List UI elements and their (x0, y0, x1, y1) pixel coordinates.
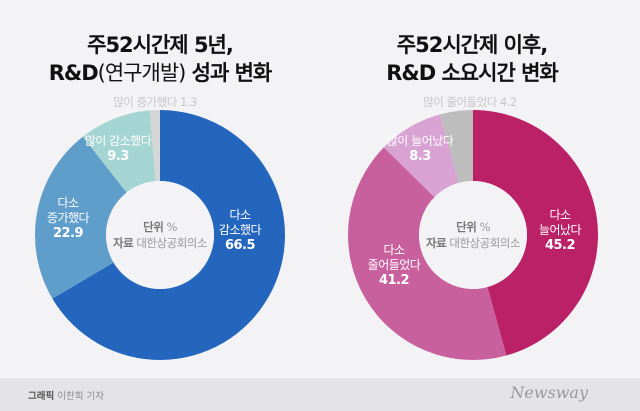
unit-label: 단위 (143, 220, 164, 234)
donut-slice (348, 147, 507, 361)
label: 다소 (383, 243, 405, 257)
title-line1: 주52시간제 5년, (87, 33, 234, 57)
value: 66.5 (224, 238, 256, 253)
value: 41.2 (378, 273, 410, 288)
donut-slice (473, 110, 598, 356)
value: 22.9 (52, 226, 84, 241)
slice-label: 많이 늘어났다 8.3 (387, 134, 454, 164)
value: 8.3 (409, 149, 431, 164)
slice-label: 다소 감소했다 66.5 (218, 208, 262, 253)
source-label: 자료 (426, 236, 447, 250)
label: 다소 (549, 208, 571, 222)
unit-label: 단위 (456, 220, 477, 234)
title-line1: 주52시간제 이후, (396, 33, 548, 57)
label: 다소 (57, 196, 79, 210)
label: 많이 줄어들었다 (423, 95, 497, 109)
center-note: 단위 % 자료 대한상공회의소 (426, 219, 520, 251)
center-note: 단위 % 자료 대한상공회의소 (113, 219, 207, 251)
slice-label: 다소 줄어들었다 41.2 (368, 243, 421, 288)
t2b: (연구개발) (97, 61, 187, 85)
slice-label: 많이 감소했다 9.3 (85, 134, 152, 164)
donut-slice (82, 110, 156, 193)
value: 45.2 (544, 238, 576, 253)
label: 많이 감소했다 (84, 134, 152, 148)
source: 대한상공회의소 (449, 236, 520, 250)
title-line2: R&D(연구개발) 성과 변화 (10, 59, 310, 87)
slice-label: 다소 증가했다 22.9 (46, 196, 90, 241)
slice-label: 다소 늘어났다 45.2 (538, 208, 582, 253)
donut-slice (440, 110, 473, 183)
footer: 그래픽 이찬희 기자 Newsway (0, 378, 640, 411)
source: 대한상공회의소 (136, 236, 207, 250)
value: 4.2 (500, 95, 517, 109)
title-line2: R&D 소요시간 변화 (386, 61, 558, 85)
donut-hole (419, 181, 527, 289)
label: 감소했다 (218, 223, 262, 237)
label: 줄어들었다 (367, 258, 421, 272)
label: 늘어났다 (538, 223, 582, 237)
chart-title-left: 주52시간제 5년, R&D(연구개발) 성과 변화 (10, 31, 310, 87)
credit-name: 이찬희 기자 (57, 391, 104, 402)
donut-slice (34, 136, 127, 299)
label: 많이 늘어났다 (386, 134, 454, 148)
t2a: R&D (48, 61, 99, 85)
label: 많이 증가했다 (113, 95, 177, 109)
label: 증가했다 (46, 211, 90, 225)
donut-slice (383, 114, 459, 198)
donut-slice (52, 110, 286, 360)
newsway-logo: Newsway (510, 383, 588, 402)
chart-title-right: 주52시간제 이후, R&D 소요시간 변화 (322, 31, 622, 87)
value: 1.3 (180, 95, 197, 109)
credit-label: 그래픽 (28, 391, 55, 402)
donut-hole (106, 181, 214, 289)
donut-slice (149, 110, 160, 182)
label: 다소 (229, 208, 251, 222)
unit: % (479, 220, 490, 234)
unit: % (166, 220, 177, 234)
credit: 그래픽 이찬희 기자 (28, 388, 104, 402)
slice-label: 많이 증가했다 1.3 (113, 95, 197, 110)
slice-label: 많이 줄어들었다 4.2 (423, 95, 517, 110)
t2c: 성과 변화 (185, 61, 273, 85)
source-label: 자료 (113, 236, 134, 250)
value: 9.3 (107, 149, 129, 164)
